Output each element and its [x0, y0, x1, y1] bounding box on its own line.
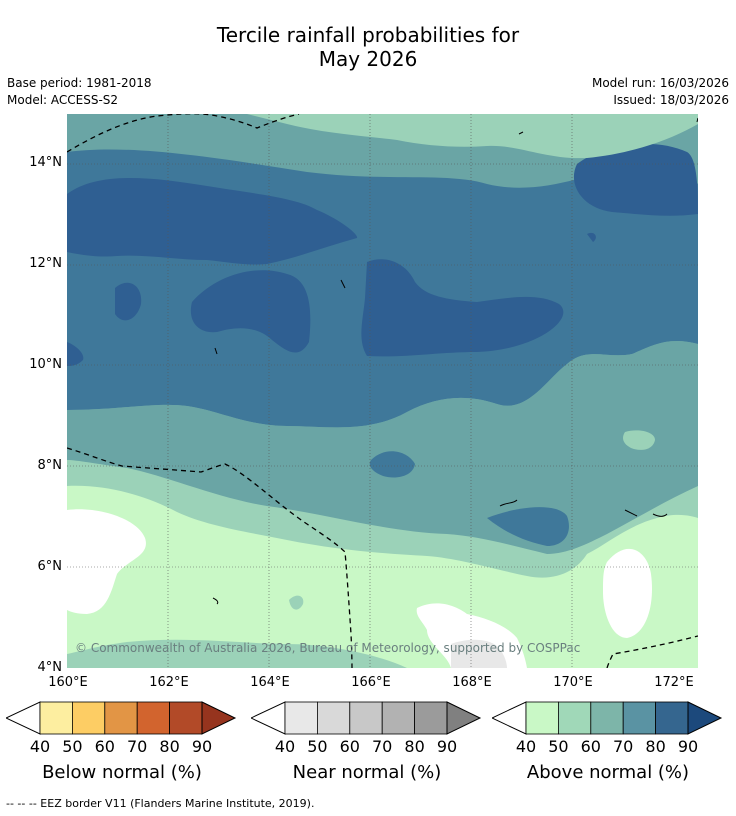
lat-label-6n: 6°N — [37, 559, 63, 574]
legend-swatch — [39, 701, 73, 735]
legend-tick-label: 70 — [613, 737, 634, 756]
eez-borders — [67, 114, 698, 668]
legend-tick-label: 60 — [94, 737, 115, 756]
legend-above-normal-bar — [492, 701, 723, 735]
legend-swatch — [169, 701, 203, 735]
region-below-40-b — [603, 548, 652, 638]
lon-label-170e: 170°E — [553, 675, 593, 690]
region-70-c — [369, 451, 415, 478]
region-50-small-b — [289, 595, 304, 610]
legend-swatch — [655, 701, 689, 735]
legend-tick-label: 40 — [515, 737, 537, 756]
chart-title-line2: May 2026 — [318, 47, 418, 71]
legend-tick-label: 60 — [339, 737, 360, 756]
legend-tick-label: 90 — [436, 737, 458, 756]
lat-gridlines — [67, 163, 698, 568]
legend-swatch — [525, 701, 559, 735]
region-near-normal — [451, 639, 507, 668]
region-70-b — [487, 507, 569, 546]
legend-swatch — [104, 701, 138, 735]
lat-label-4n: 4°N — [37, 660, 63, 675]
model-name: Model: ACCESS-S2 — [7, 93, 119, 107]
legend-tick-label: 50 — [307, 737, 328, 756]
legend-swatch — [72, 701, 106, 735]
legend-near-normal-title: Near normal (%) — [292, 762, 442, 783]
legend-swatch — [558, 701, 592, 735]
region-80-c — [190, 270, 311, 353]
legend-tick-label: 80 — [159, 737, 180, 756]
lat-label-10n: 10°N — [29, 357, 62, 372]
issued-date: Issued: 18/03/2026 — [613, 93, 729, 107]
region-below-40-a — [67, 509, 146, 614]
lat-label-8n: 8°N — [37, 458, 63, 473]
lon-label-164e: 164°E — [250, 675, 290, 690]
legend-near-normal-bar — [251, 701, 482, 735]
legend-tick-label: 40 — [274, 737, 296, 756]
region-80-f — [573, 143, 698, 216]
legend-tick-label: 90 — [677, 737, 699, 756]
region-80-e — [361, 259, 564, 357]
legend-tick-label: 80 — [645, 737, 666, 756]
region-60-low — [67, 341, 698, 554]
lon-label-172e: 172°E — [654, 675, 694, 690]
legend-swatch — [349, 701, 383, 735]
legend-tick-label: 70 — [127, 737, 148, 756]
eez-footnote: -- -- -- EEZ border V11 (Flanders Marine… — [6, 797, 315, 810]
legend-below-normal-title: Below normal (%) — [42, 762, 202, 783]
legend-tick-label: 40 — [29, 737, 51, 756]
legend-swatch — [136, 701, 170, 735]
legend-swatch — [317, 701, 351, 735]
legend-tick-label: 50 — [548, 737, 569, 756]
region-50-top — [247, 114, 698, 159]
region-80-b — [67, 342, 84, 366]
copyright-text: © Commonwealth of Australia 2026, Bureau… — [75, 641, 580, 655]
lon-label-160e: 160°E — [48, 675, 88, 690]
legend-swatch — [622, 701, 656, 735]
region-80-g — [587, 232, 596, 242]
lon-label-168e: 168°E — [452, 675, 492, 690]
legend-tick-label: 60 — [580, 737, 601, 756]
region-40 — [67, 485, 698, 668]
legend-tick-label: 50 — [62, 737, 83, 756]
probability-map: © Commonwealth of Australia 2026, Bureau… — [67, 114, 698, 668]
legend-above-normal-title: Above normal (%) — [526, 762, 690, 783]
legend-swatch — [284, 701, 318, 735]
region-80-a — [67, 177, 358, 265]
base-period: Base period: 1981-2018 — [7, 76, 152, 90]
islands — [212, 117, 698, 605]
model-run: Model run: 16/03/2026 — [591, 76, 729, 90]
legend-tick-label: 70 — [372, 737, 393, 756]
legend-tick-label: 80 — [404, 737, 425, 756]
legend-swatch — [590, 701, 624, 735]
lon-label-166e: 166°E — [351, 675, 391, 690]
legend-swatch — [414, 701, 448, 735]
region-80-d — [115, 282, 142, 321]
region-50-small — [623, 430, 655, 450]
chart-title-line1: Tercile rainfall probabilities for — [216, 23, 520, 47]
legend-tick-label: 90 — [191, 737, 213, 756]
lon-label-162e: 162°E — [149, 675, 189, 690]
legend-swatch — [381, 701, 415, 735]
lat-label-12n: 12°N — [29, 256, 62, 271]
lat-label-14n: 14°N — [29, 155, 62, 170]
legend-below-normal-bar — [6, 701, 237, 735]
lon-gridlines — [167, 114, 573, 668]
